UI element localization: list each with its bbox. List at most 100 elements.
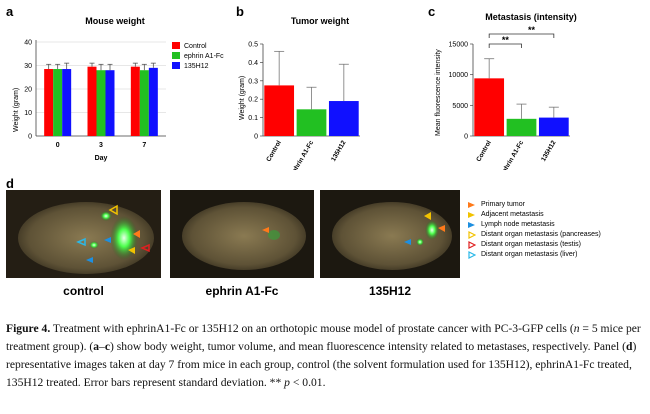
legend-pancreases: Distant organ metastasis (pancreases) [468,230,601,240]
chart-a-title: Mouse weight [85,16,145,26]
bar [148,67,158,136]
y-tick-label: 0 [254,134,258,141]
y-tick-label: 0.2 [248,97,258,104]
significance-bracket [488,33,555,38]
legend-swatch [172,42,180,49]
chart-c-title: Metastasis (intensity) [485,12,577,22]
panel-letter-b: b [236,4,244,19]
x-tick-label: ephrin A1-Fc [289,139,315,170]
y-tick-label: 0.1 [248,115,258,122]
caption-text: < 0.01. [289,376,326,389]
red-outline-triangle-icon [468,241,476,249]
bar [474,78,505,136]
x-tick-label: Control [265,139,283,163]
bar [538,117,569,136]
caption-p: p [284,376,290,389]
legend-label: Control [184,43,207,50]
y-tick-label: 10 [24,110,32,117]
caption-n: n [573,322,580,335]
bar [87,66,97,136]
y-tick-label: 0 [28,134,32,141]
chart-a: 0 10 20 30 40 0 3 7 Day Control ephrin A1-Fc 135H12 [24,40,224,163]
x-tick-label: 7 [142,142,146,149]
panel-letter-c: c [428,4,436,19]
legend-primary-tumor: Primary tumor [468,200,601,210]
legend-label: Adjacent metastasis [481,211,544,218]
y-tick-label: 0.5 [248,42,258,49]
photo-135h12-image [320,190,460,278]
panel-letter-d: d [6,176,14,191]
x-tick-label: 3 [99,142,103,149]
caption-dash: – [99,340,105,353]
bar [328,101,359,136]
legend-swatch [172,62,180,69]
bar [296,109,327,136]
blue-triangle-icon [468,222,475,228]
bar [139,70,149,136]
photo-label-ephrin: ephrin A1-Fc [205,284,279,298]
x-tick-label: 0 [56,142,60,149]
orange-triangle-icon [468,202,475,208]
significance-label: ** [528,25,536,35]
significance-label: ** [502,35,510,45]
x-tick-label: 135H12 [540,139,558,163]
photo-control [6,190,161,278]
photo-135h12 [320,190,460,278]
legend-label: Distant organ metastasis (liver) [481,251,578,258]
caption-ref: d [625,340,633,353]
cyan-outline-triangle-icon [468,251,476,259]
figure-caption: Figure 4. Treatment with ephrinA1-Fc or … [6,320,646,392]
legend-adjacent-metastasis: Adjacent metastasis [468,210,601,220]
bar [130,66,140,136]
legend-lymph-node: Lymph node metastasis [468,220,601,230]
x-tick-label: 135H12 [330,139,348,163]
chart-c: 0 5000 10000 15000 Control ephrin A1-Fc 135H12… [449,25,570,170]
legend-testis: Distant organ metastasis (testis) [468,240,601,250]
y-tick-label: 15000 [449,42,469,49]
photo-ephrin-image [170,190,314,278]
photo-label-135h12: 135H12 [368,284,412,298]
y-tick-label: 0.3 [248,78,258,85]
yellow-triangle-icon [468,212,475,218]
bar [44,69,54,136]
bar [105,70,115,136]
panel-letter-a: a [6,4,14,19]
legend-label: Primary tumor [481,201,525,208]
bar [62,69,72,136]
yellow-outline-triangle-icon [468,231,476,239]
bar [264,85,295,136]
caption-label: Figure 4. [6,322,51,335]
caption-text: = 5 mice per treatment group). ( [6,322,641,353]
y-tick-label: 0 [464,134,468,141]
caption-text: Treatment with ephrinA1-Fc or 135H12 on … [50,322,574,335]
chart-b: 0 0.1 0.2 0.3 0.4 0.5 Control ephrin A1-Fc 135H1… [248,42,360,170]
photo-ephrin [170,190,314,278]
bar [506,118,537,136]
bar [96,70,106,136]
y-tick-label: 5000 [452,103,468,110]
x-tick-label: Control [475,139,493,163]
significance-bracket [488,43,522,48]
y-tick-label: 20 [24,87,32,94]
legend-label: Distant organ metastasis (testis) [481,241,581,248]
photo-label-control: control [63,284,104,298]
caption-ref: c [104,340,110,353]
x-axis-label: Day [95,155,108,162]
photo-legend: Primary tumor Adjacent metastasis Lymph … [468,200,601,260]
legend-label: 135H12 [184,63,209,70]
caption-text: ) representative images taken at day 7 f… [6,340,637,389]
legend-label: ephrin A1-Fc [184,53,224,60]
y-tick-label: 10000 [449,72,469,79]
bar [53,69,63,136]
caption-text: ) show body weight, tumor volume, and me… [110,340,626,353]
legend-liver: Distant organ metastasis (liver) [468,250,601,260]
y-tick-label: 0.4 [248,60,258,67]
legend-label: Distant organ metastasis (pancreases) [481,231,601,238]
caption-ref: a [93,340,100,353]
photo-control-image [6,190,161,278]
legend-label: Lymph node metastasis [481,221,555,228]
y-tick-label: 30 [24,63,32,70]
chart-b-title: Tumor weight [290,16,350,26]
legend-swatch [172,52,180,59]
x-tick-label: ephrin A1-Fc [499,139,525,170]
